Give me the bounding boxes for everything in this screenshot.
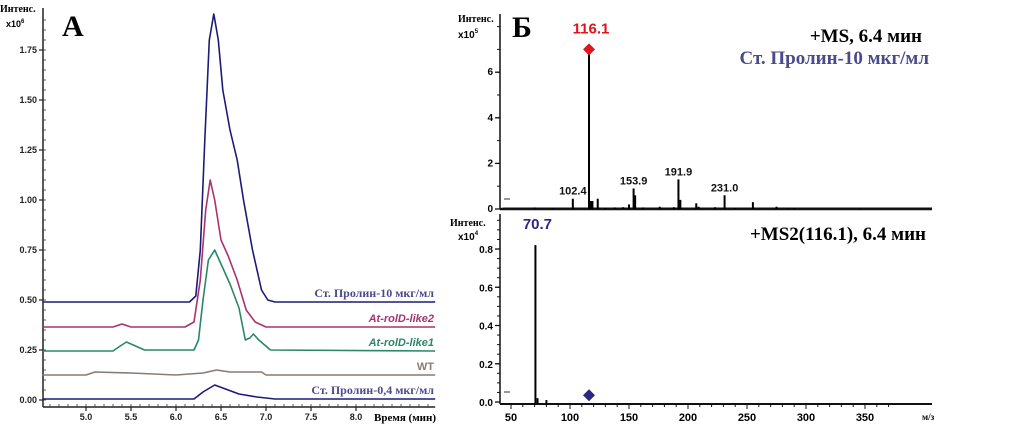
top-y-tick-label: 4 — [487, 113, 493, 124]
x-tick-label: 50 — [505, 412, 517, 424]
series-label: Ст. Пролин-10 мкг/мл — [314, 286, 434, 300]
series-label: At-rolD-like2 — [368, 313, 434, 325]
x-tick-label: 200 — [679, 412, 697, 424]
ms-subtitle: Ст. Пролин-10 мкг/мл — [740, 48, 930, 69]
ms-peak-label: 231.0 — [711, 182, 739, 194]
y-tick-label: 0.00 — [19, 395, 37, 405]
ms-peak-label: 191.9 — [665, 166, 693, 178]
x-tick-label: 7.5 — [305, 412, 318, 422]
precursor-diamond-icon — [582, 43, 595, 56]
panel-a-chart: 0.00 0.25 0.50 0.75 1.00 1.25 1.50 1.75 5.0 5.5 6.… — [19, 8, 436, 422]
ms-peak-label: 102.4 — [559, 186, 587, 198]
panel-b-xlabel: м/з — [922, 412, 935, 422]
series-label: Ст. Пролин-0,4 мкг/мл — [311, 383, 434, 397]
x-tick-label: 5.5 — [125, 412, 138, 422]
bottom-y-tick-label: 0.0 — [479, 398, 493, 409]
x-tick-label: 7.0 — [260, 412, 273, 422]
x-tick-label: 150 — [620, 412, 638, 424]
panel-b-top-ylabel: Интенс. — [458, 14, 494, 25]
panel-b-chart: 0 2 4 6 0.0 0.2 0.4 0.6 0.8 50 100 150 200 250 300 350 1… — [479, 14, 932, 424]
trace-2 — [42, 249, 436, 352]
x-tick-label: 350 — [856, 412, 874, 424]
series-label: At-rolD-like1 — [368, 337, 434, 349]
trace-4 — [42, 384, 436, 400]
top-y-tick-label: 6 — [487, 67, 493, 78]
bottom-y-tick-label: 0.4 — [479, 322, 493, 333]
ms-peak-label: 153.9 — [620, 175, 648, 187]
trace-0 — [42, 13, 436, 303]
bottom-y-tick-label: 0.8 — [479, 245, 493, 256]
panel-a-xlabel: Время (мин) — [374, 412, 436, 424]
trace-3 — [42, 369, 436, 376]
y-tick-label: 1.00 — [19, 195, 37, 205]
bottom-y-tick-label: 0.6 — [479, 283, 493, 294]
y-tick-label: 0.75 — [19, 245, 37, 255]
x-tick-label: 250 — [738, 412, 756, 424]
x-tick-label: 6.0 — [170, 412, 183, 422]
precursor-diamond-icon — [582, 389, 595, 402]
x-tick-label: 5.0 — [80, 412, 93, 422]
top-y-tick-label: 0 — [487, 204, 493, 215]
panel-a-yunit: x106 — [6, 19, 25, 29]
bottom-y-tick-label: 0.2 — [479, 360, 493, 371]
top-y-tick-label: 2 — [487, 158, 493, 169]
y-tick-label: 1.75 — [19, 45, 37, 55]
ms-title: +MS, 6.4 мин — [810, 26, 922, 47]
y-tick-label: 0.25 — [19, 345, 37, 355]
y-tick-label: 1.50 — [19, 95, 37, 105]
x-tick-label: 6.5 — [215, 412, 228, 422]
x-tick-label: 100 — [561, 412, 579, 424]
panel-b-bottom-ylabel: Интенс. — [450, 218, 486, 229]
panel-b-label: Б — [512, 11, 532, 44]
panel-a-ylabel: Интенс. — [0, 4, 36, 15]
y-tick-label: 0.50 — [19, 295, 37, 305]
panel-b-bottom-yunit: x104 — [458, 231, 479, 243]
series-label: WT — [417, 361, 434, 373]
ms2-peak-label: 70.7 — [523, 216, 552, 233]
ms2-title: +MS2(116.1), 6.4 мин — [750, 224, 926, 245]
ms-peak-label: 116.1 — [573, 20, 610, 37]
x-tick-label: 300 — [797, 412, 815, 424]
x-tick-label: 8.0 — [350, 412, 363, 422]
y-tick-label: 1.25 — [19, 145, 37, 155]
panel-b-top-yunit: x105 — [458, 29, 479, 41]
panel-a-label: А — [62, 10, 84, 43]
trace-1 — [42, 179, 436, 328]
